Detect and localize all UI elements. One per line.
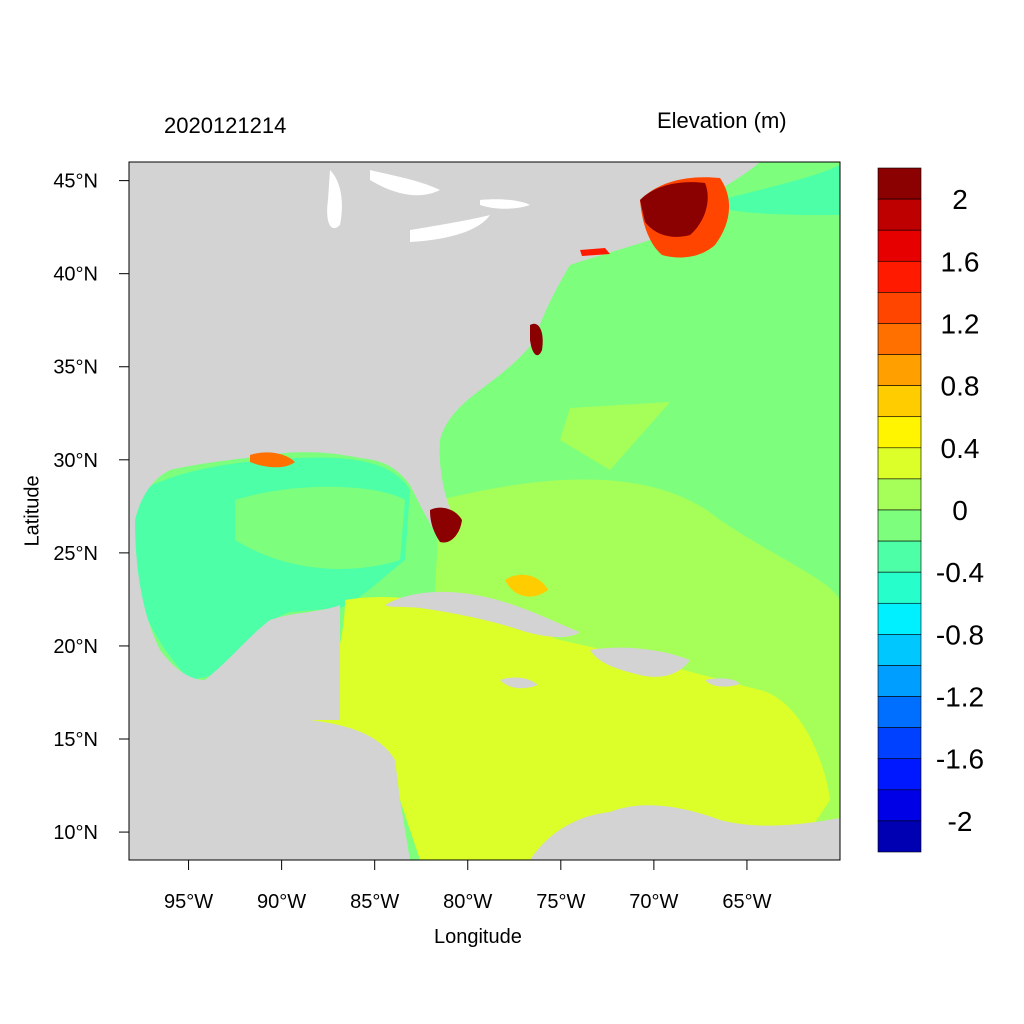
x-axis-ticks: 95°W 90°W 85°W 80°W 75°W 70°W 65°W [164,860,772,913]
colorbar-label: -0.4 [936,557,984,588]
lake-huron [370,170,440,196]
colorbar-label: 0.4 [941,433,980,464]
y-tick-label: 20°N [53,636,98,658]
variable-label: Elevation (m) [657,108,787,133]
colorbar-swatch [877,727,922,760]
x-axis-title: Longitude [434,926,522,948]
colorbar-label: 0.8 [941,371,980,402]
y-axis-ticks: 45°N 40°N 35°N 30°N 25°N 20°N 15°N 10°N [53,171,129,844]
y-tick-label: 30°N [53,450,98,472]
run-timestamp-label: 2020121214 [164,113,287,138]
y-tick-label: 35°N [53,357,98,379]
colorbar-swatch [877,385,922,418]
colorbar-swatch [877,758,922,791]
bahamas-surge [505,574,548,597]
plot-frame [128,161,841,861]
south-america-landmass [530,805,840,860]
y-tick-label: 15°N [53,729,98,751]
colorbar-label: 1.2 [941,308,980,339]
map-area [129,162,840,860]
colorbar-swatch [877,260,922,293]
colorbar-label: -2 [948,806,973,837]
colorbar-swatch [877,540,922,573]
x-tick-label: 75°W [536,891,585,913]
jamaica-island [500,677,538,689]
new-england-surge-core [640,182,708,237]
gulf-center-zone [235,486,405,569]
colorbar-swatch [877,696,922,728]
cuba-island [385,591,580,638]
colorbar-swatch [877,416,922,449]
colorbar-swatch [877,820,922,853]
louisiana-surge [250,452,295,468]
x-tick-label: 65°W [722,891,771,913]
north-america-landmass [129,162,760,542]
lake-michigan [327,170,342,229]
central-america-landmass [129,520,410,860]
colorbar-swatch [877,323,922,355]
colorbar-swatch [877,447,922,480]
gulf-of-maine-negative [720,165,840,215]
colorbar-label: -1.6 [936,744,984,775]
colorbar-label: 1.6 [941,246,980,277]
lake-ontario [480,199,530,209]
chesapeake-surge [530,323,543,356]
y-tick-label: 45°N [53,171,98,193]
colorbar-swatch [877,167,922,200]
colorbar-swatch [877,509,922,542]
atlantic-positive-patch [560,402,670,470]
hispaniola-island [590,647,690,677]
colorbar-swatch [877,602,922,635]
colorbar-label: -0.8 [936,619,984,650]
lake-erie [410,215,490,242]
x-tick-label: 95°W [164,891,213,913]
colorbar-swatch [877,571,922,604]
yucatan-peninsula [270,605,340,720]
colorbar-label: 2 [952,184,968,215]
caribbean-sea [310,596,830,860]
x-tick-label: 90°W [257,891,306,913]
x-tick-label: 80°W [443,891,492,913]
y-tick-label: 25°N [53,543,98,565]
y-tick-label: 40°N [53,264,98,286]
colorbar-label: -1.2 [936,682,984,713]
colorbar-label: 0 [952,495,968,526]
colorbar-swatch [877,478,922,511]
colorbar-swatch [877,292,922,324]
colorbar-swatch [877,354,922,386]
puerto-rico-island [705,678,740,687]
colorbar-swatch [877,198,922,231]
colorbar-swatch [877,229,922,262]
long-island-surge [580,248,610,256]
colorbar-swatch [877,665,922,697]
colorbar: 2 1.6 1.2 0.8 0.4 0 -0.4 -0.8 -1.2 -1.6 -2 [877,167,984,853]
x-tick-label: 70°W [629,891,678,913]
y-tick-label: 10°N [53,822,98,844]
south-florida-surge [430,507,462,543]
colorbar-swatch [877,789,922,822]
colorbar-swatch [877,634,922,666]
x-tick-label: 85°W [350,891,399,913]
